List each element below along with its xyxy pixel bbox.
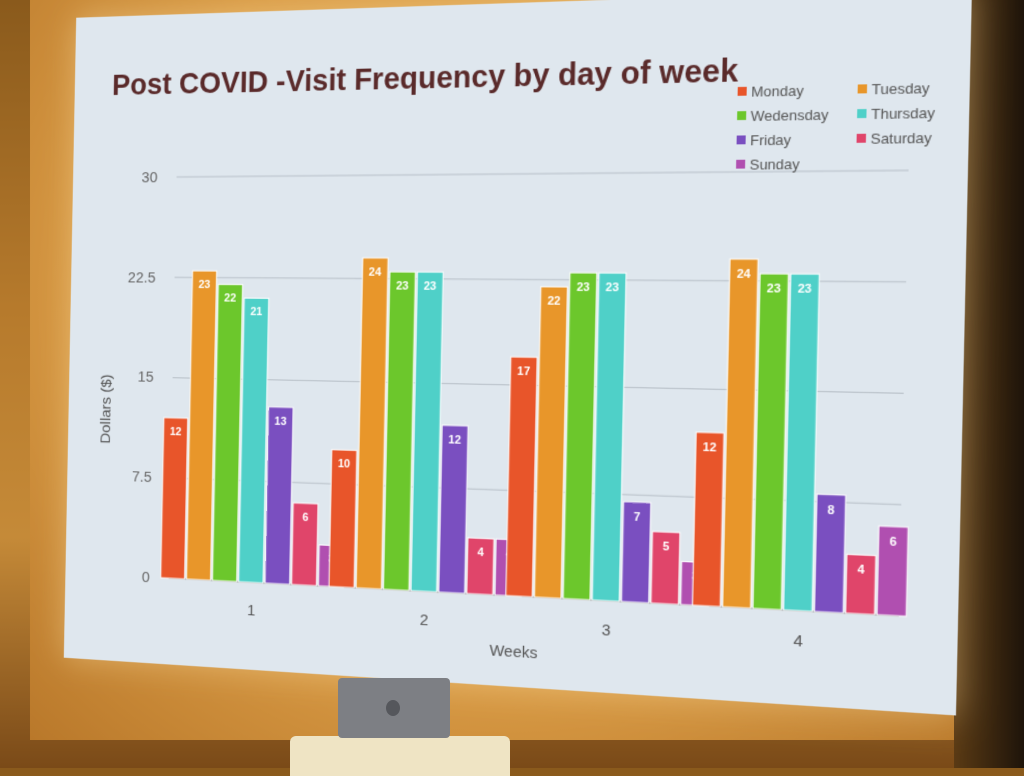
- x-tick-label: 2: [420, 612, 429, 629]
- legend-swatch-tuesday: [858, 84, 868, 93]
- bar-monday-week-1: [161, 418, 188, 579]
- podium-table: [290, 736, 510, 776]
- bar-friday-week-2: [439, 425, 468, 593]
- x-tick-label: 3: [602, 622, 611, 640]
- legend-swatch-friday: [737, 135, 746, 144]
- bar-data-label: 12: [703, 441, 717, 455]
- bar-thursday-week-2: [411, 272, 443, 592]
- laptop: [338, 678, 450, 738]
- bar-data-label: 5: [662, 541, 669, 554]
- bar-wedensday-week-4: [753, 274, 789, 610]
- x-axis-label: Weeks: [489, 643, 537, 663]
- bar-data-label: 23: [606, 282, 620, 295]
- bar-chart: Post COVID -Visit Frequency by day of we…: [64, 0, 972, 715]
- bar-data-label: 23: [576, 281, 589, 294]
- bar-thursday-week-1: [239, 298, 269, 583]
- bar-data-label: 10: [338, 458, 351, 471]
- bar-data-label: 17: [517, 365, 530, 378]
- bar-data-label: 13: [274, 415, 286, 428]
- bar-data-label: 12: [448, 434, 461, 447]
- y-tick-label: 30: [141, 170, 157, 186]
- bar-data-label: 6: [889, 535, 896, 549]
- legend-label-thursday: Thursday: [871, 104, 936, 122]
- x-tick-label: 1: [247, 603, 255, 620]
- bar-data-label: 24: [737, 268, 752, 281]
- bar-tuesday-week-4: [722, 259, 758, 608]
- legend-swatch-thursday: [857, 109, 867, 118]
- bar-data-label: 23: [797, 283, 811, 297]
- bar-monday-week-3: [506, 357, 537, 597]
- bar-thursday-week-4: [783, 274, 819, 612]
- legend-label-saturday: Saturday: [870, 129, 932, 147]
- bar-data-label: 12: [170, 426, 182, 439]
- bar-data-label: 22: [224, 293, 236, 305]
- bar-data-label: 7: [633, 511, 640, 524]
- y-tick-label: 15: [138, 370, 154, 387]
- chart-title: Post COVID -Visit Frequency by day of we…: [112, 54, 740, 102]
- bar-tuesday-week-3: [534, 287, 567, 599]
- y-tick-label: 22.5: [128, 270, 156, 286]
- bar-tuesday-week-1: [187, 271, 217, 581]
- apple-logo-icon: [386, 700, 400, 716]
- legend-label-tuesday: Tuesday: [871, 80, 930, 98]
- bar-data-label: 8: [827, 503, 834, 517]
- bar-wedensday-week-2: [383, 272, 415, 591]
- legend-swatch-saturday: [857, 134, 867, 143]
- bar-wedensday-week-1: [213, 284, 243, 581]
- y-axis-label: Dollars ($): [99, 374, 115, 444]
- bar-thursday-week-3: [592, 273, 626, 602]
- bar-wedensday-week-3: [563, 273, 597, 600]
- bar-data-label: 6: [302, 511, 308, 524]
- bar-friday-week-1: [265, 407, 293, 585]
- legend-swatch-wedensday: [737, 111, 746, 120]
- legend-swatch-sunday: [736, 160, 745, 169]
- x-tick-label: 4: [793, 633, 803, 651]
- bar-data-label: 23: [396, 280, 409, 293]
- legend-label-wedensday: Wedensday: [750, 106, 829, 124]
- bar-monday-week-4: [692, 432, 724, 606]
- legend-label-monday: Monday: [751, 82, 805, 100]
- bar-data-label: 23: [767, 283, 781, 296]
- bar-data-label: 24: [369, 266, 383, 279]
- y-tick-label: 7.5: [132, 469, 152, 486]
- y-tick-label: 0: [142, 570, 150, 587]
- bar-data-label: 21: [250, 306, 262, 319]
- legend-label-friday: Friday: [750, 131, 792, 148]
- bar-data-label: 23: [424, 280, 437, 293]
- bar-data-label: 22: [547, 295, 560, 308]
- legend-label-sunday: Sunday: [749, 156, 800, 173]
- bar-data-label: 23: [198, 279, 210, 291]
- legend-swatch-monday: [738, 87, 747, 96]
- bar-tuesday-week-2: [356, 258, 388, 589]
- slide: Post COVID -Visit Frequency by day of we…: [64, 0, 972, 715]
